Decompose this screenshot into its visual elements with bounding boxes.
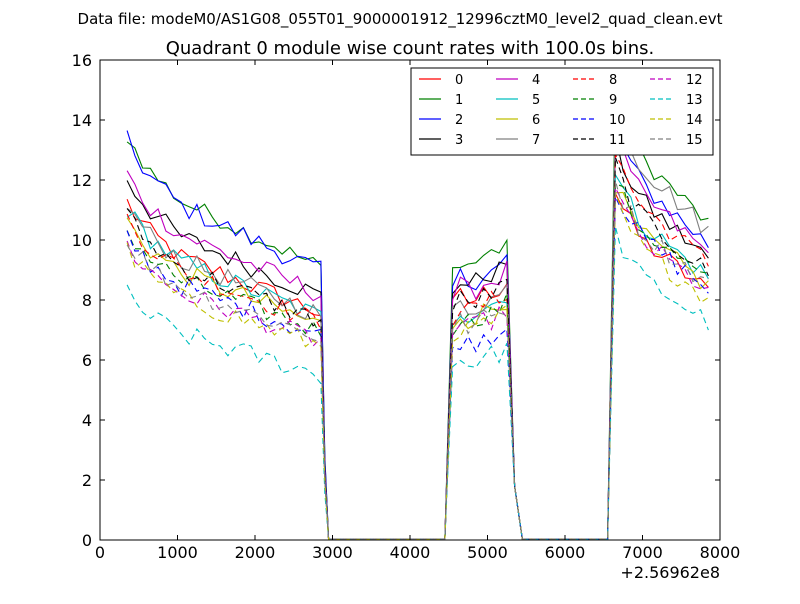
legend-label-13: 13 bbox=[686, 93, 703, 108]
legend-label-0: 0 bbox=[455, 73, 463, 88]
chart-title: Quadrant 0 module wise count rates with … bbox=[166, 38, 655, 59]
x-tick-label: 3000 bbox=[312, 543, 353, 562]
x-tick-label: 1000 bbox=[157, 543, 198, 562]
legend-label-10: 10 bbox=[609, 113, 626, 128]
x-tick-label: 0 bbox=[95, 543, 105, 562]
legend-label-4: 4 bbox=[532, 73, 540, 88]
legend-label-12: 12 bbox=[686, 73, 703, 88]
axes-layer: 0 1000 2000 3000 4000 5000 6000 7000 80000246810… bbox=[72, 51, 741, 562]
y-tick-label: 2 bbox=[82, 471, 92, 490]
legend-label-11: 11 bbox=[609, 133, 626, 148]
y-tick-label: 14 bbox=[72, 111, 92, 130]
legend-label-9: 9 bbox=[609, 93, 617, 108]
y-tick-label: 4 bbox=[82, 411, 92, 430]
y-tick-label: 8 bbox=[82, 291, 92, 310]
series-line-10 bbox=[126, 196, 709, 540]
legend-label-2: 2 bbox=[455, 113, 463, 128]
x-tick-label: 6000 bbox=[545, 543, 586, 562]
legend-label-8: 8 bbox=[609, 73, 617, 88]
x-tick-label: 5000 bbox=[467, 543, 508, 562]
legend-label-7: 7 bbox=[532, 133, 540, 148]
legend-label-15: 15 bbox=[686, 133, 703, 148]
plot-layer bbox=[126, 87, 709, 540]
legend-label-5: 5 bbox=[532, 93, 540, 108]
x-tick-label: 8000 bbox=[700, 543, 741, 562]
legend-label-1: 1 bbox=[455, 93, 463, 108]
series-line-9 bbox=[126, 183, 709, 540]
x-tick-label: 7000 bbox=[622, 543, 663, 562]
y-tick-label: 0 bbox=[82, 531, 92, 550]
series-line-15 bbox=[126, 180, 709, 540]
y-tick-label: 6 bbox=[82, 351, 92, 370]
suptitle: Data file: modeM0/AS1G08_055T01_90000019… bbox=[78, 10, 723, 29]
y-tick-label: 10 bbox=[72, 231, 92, 250]
x-tick-label: 4000 bbox=[390, 543, 431, 562]
x-offset-label: +2.56962e8 bbox=[620, 563, 720, 582]
legend-label-3: 3 bbox=[455, 133, 463, 148]
legend-box bbox=[410, 67, 714, 156]
x-tick-label: 2000 bbox=[235, 543, 276, 562]
y-tick-label: 12 bbox=[72, 171, 92, 190]
legend-label-6: 6 bbox=[532, 113, 540, 128]
legend-label-14: 14 bbox=[686, 113, 703, 128]
y-tick-label: 16 bbox=[72, 51, 92, 70]
